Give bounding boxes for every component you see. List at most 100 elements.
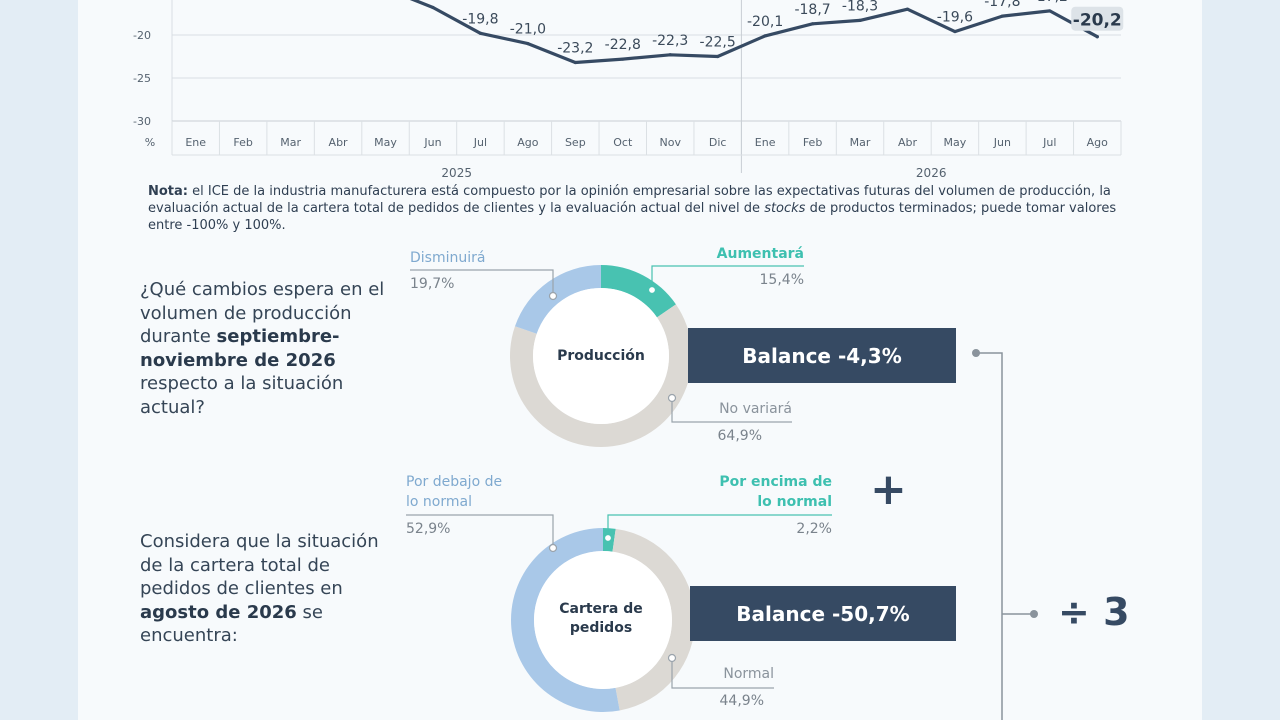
donut-orders-center-1: Cartera de (559, 601, 643, 617)
q1-text-end: respecto a la situación actual? (140, 373, 344, 418)
data-point (668, 53, 672, 57)
donut-orders-hole (534, 551, 672, 689)
note-text-2: de productos terminados; puede tomar val… (148, 201, 1117, 233)
series-line (409, 0, 1099, 65)
balance-orders: Balance -50,7% (690, 586, 956, 641)
leader-line (406, 514, 554, 548)
leader-dot (647, 285, 657, 295)
data-point (573, 60, 577, 65)
data-point (716, 54, 720, 59)
leader-dot (667, 393, 677, 403)
leader-line (607, 514, 832, 538)
donut-production-slice (601, 265, 676, 318)
plus-operator: + (870, 464, 907, 515)
question-orders: Considera que la situación de la cartera… (140, 530, 390, 648)
leader-dot (548, 291, 558, 301)
label-por-debajo-1: Por debajo de (406, 474, 503, 490)
data-point (858, 18, 862, 22)
data-point (905, 7, 910, 11)
leader-line (671, 398, 792, 423)
donut-production-hole (533, 288, 669, 424)
x-tick-label: Abr (329, 136, 349, 149)
label-no-variara: No variará (719, 401, 792, 417)
leader-line (671, 658, 774, 689)
bracket-dot (972, 349, 980, 357)
x-tick-label: Oct (613, 136, 633, 149)
x-tick-label: May (944, 136, 967, 149)
x-tick-label: Nov (659, 136, 681, 149)
donut-orders-slice (612, 528, 695, 711)
donut-production-slice (514, 265, 601, 334)
data-label: -21,0 (510, 22, 546, 38)
x-tick-label: Feb (233, 136, 252, 149)
x-tick-label: Jul (473, 136, 487, 149)
y-axis-unit: % (145, 136, 155, 149)
x-tick-label: Mar (280, 136, 301, 149)
data-point (763, 34, 767, 38)
data-label: -17,2 (1032, 0, 1068, 5)
sum-bracket (976, 352, 1003, 720)
q2-bold: agosto de 2026 (140, 601, 297, 623)
leader-dot (603, 533, 613, 543)
q2-text-end: se encuentra: (140, 601, 323, 647)
last-value-badge (1071, 6, 1124, 31)
data-point (621, 57, 625, 61)
x-tick-label: Jun (423, 136, 441, 149)
data-point (1048, 9, 1052, 13)
x-tick-label: Ene (755, 136, 776, 149)
data-point (810, 22, 815, 26)
x-tick-label: Sep (565, 136, 586, 149)
note-italic: stocks (764, 201, 806, 216)
value-por-debajo: 52,9% (406, 521, 451, 537)
x-tick-label: Mar (850, 136, 871, 149)
donut-orders-center-2: pedidos (569, 620, 633, 636)
data-label: -22,5 (700, 35, 736, 51)
data-point (953, 29, 957, 34)
x-tick-label: Ago (1087, 136, 1109, 149)
x-tick-label: May (374, 136, 397, 149)
data-label: -22,8 (605, 37, 641, 53)
label-aumentara: Aumentará (716, 246, 804, 262)
label-disminuira: Disminuirá (410, 250, 486, 266)
leader-dot (548, 543, 558, 553)
data-label: -17,8 (984, 0, 1020, 10)
donut-orders-slice (511, 528, 620, 712)
data-point (431, 5, 435, 10)
y-tick-label: -20 (133, 29, 151, 42)
label-normal: Normal (723, 666, 774, 682)
leader-line (410, 269, 554, 296)
label-por-encima-2: lo normal (757, 494, 832, 510)
note-text-1: el ICE de la industria manufacturera est… (148, 184, 1111, 216)
q1-text: ¿Qué cambios espera en el volumen de pro… (140, 279, 385, 347)
value-normal: 44,9% (719, 693, 764, 709)
donut-orders-center: Cartera de pedidos (536, 600, 666, 638)
question-production: ¿Qué cambios espera en el volumen de pro… (140, 278, 390, 419)
note-label: Nota: (148, 184, 188, 199)
data-label: -23,2 (557, 41, 593, 57)
x-tick-label: Abr (898, 136, 918, 149)
chart-note: Nota: el ICE de la industria manufacture… (148, 183, 1118, 234)
y-tick-label: -30 (133, 115, 151, 128)
data-point (1000, 14, 1004, 18)
divisor: 3 (1103, 590, 1130, 634)
data-point (478, 31, 483, 35)
value-no-variara: 64,9% (717, 428, 762, 444)
data-point (1095, 35, 1099, 39)
label-por-debajo-2: lo normal (406, 494, 472, 510)
x-tick-label: Jun (993, 136, 1011, 149)
bracket-dot (1030, 610, 1038, 618)
balance-production: Balance -4,3% (688, 328, 956, 383)
donut-production-center: Producción (557, 348, 645, 364)
year-label: 2025 (441, 166, 472, 180)
data-label: -20,1 (747, 14, 783, 30)
data-label: -18,7 (794, 2, 830, 18)
leader-dot (667, 653, 677, 663)
data-label: -19,6 (937, 10, 973, 26)
q2-text: Considera que la situación de la cartera… (140, 531, 379, 599)
x-tick-label: Ene (185, 136, 206, 149)
divide-sign: ÷ (1058, 590, 1090, 634)
x-tick-label: Ago (517, 136, 539, 149)
data-label: -19,8 (462, 11, 498, 27)
data-label: -18,3 (842, 0, 878, 14)
